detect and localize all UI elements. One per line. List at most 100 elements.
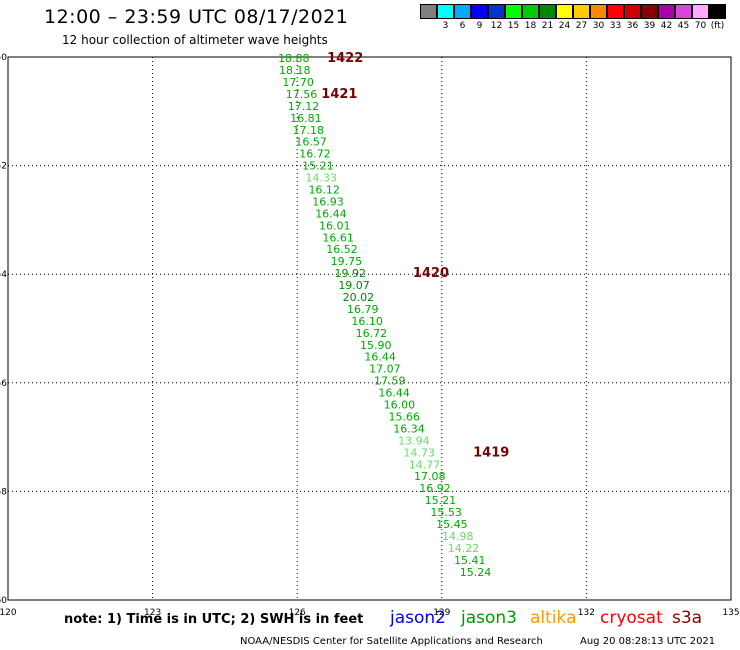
wave-height-point: 15.24	[460, 566, 492, 579]
legend-swatch	[641, 4, 658, 19]
wave-height-point: 16.81	[290, 112, 322, 125]
legend-swatch-label: 42	[660, 21, 673, 31]
legend-swatch-label: 45	[677, 21, 690, 31]
wave-height-point: 15.41	[454, 554, 486, 567]
wave-height-point: 14.33	[306, 172, 338, 185]
legend-swatch	[556, 4, 573, 19]
wave-height-point: 17.08	[414, 470, 446, 483]
units-note: note: 1) Time is in UTC; 2) SWH is in fe…	[64, 612, 364, 627]
y-tick-label: -50	[0, 53, 7, 63]
legend-swatch	[420, 4, 437, 19]
wave-height-point: 19.07	[338, 279, 370, 292]
legend-swatch	[692, 4, 709, 19]
legend-swatch-label: 12	[490, 21, 503, 31]
wave-height-point: 20.02	[343, 291, 375, 304]
legend-swatch-label: 18	[524, 21, 537, 31]
wave-height-point: 16.79	[347, 303, 379, 316]
x-tick-label: 132	[578, 608, 595, 618]
legend-swatch-label: 21	[541, 21, 554, 31]
wave-height-point: 17.07	[369, 363, 401, 376]
plot-frame	[7, 56, 732, 601]
wave-height-point: 13.94	[398, 434, 430, 447]
legend-swatch	[590, 4, 607, 19]
legend-swatch-label: 6	[459, 21, 466, 31]
legend-swatch	[675, 4, 692, 19]
legend-swatch-label: 36	[626, 21, 639, 31]
x-tick-label: 123	[144, 608, 161, 618]
legend-swatch-label: 15	[507, 21, 520, 31]
legend-swatch	[437, 4, 454, 19]
wave-height-point: 16.93	[312, 195, 344, 208]
y-tick-label: -60	[0, 596, 7, 606]
legend-swatch-label: (ft)	[710, 21, 725, 31]
satellite-s3a: s3a	[672, 608, 703, 628]
y-tick-label: -52	[0, 162, 7, 172]
footer-timestamp: Aug 20 08:28:13 UTC 2021	[580, 636, 716, 647]
legend-swatch-label: 3	[442, 21, 449, 31]
wave-height-point: 16.44	[378, 387, 410, 400]
wave-height-point: 15.21	[302, 160, 334, 173]
y-tick-label: -54	[0, 270, 7, 280]
pass-time-label: 1422	[327, 51, 363, 66]
color-legend: 3 6 9 12 15 18 21 24 27 30 33 36 39 42 45 70 (ft)	[420, 4, 727, 37]
pass-time-label: 1421	[321, 87, 357, 102]
wave-height-point: 16.12	[308, 183, 340, 196]
wave-height-point: 15.66	[388, 410, 420, 423]
wave-height-point: 16.01	[319, 219, 351, 232]
legend-swatch-label: 70	[694, 21, 707, 31]
legend-swatch-label: 39	[643, 21, 656, 31]
wave-height-point: 16.52	[326, 243, 358, 256]
wave-height-point: 14.22	[448, 542, 480, 555]
wave-height-point: 15.90	[360, 339, 392, 352]
wave-height-point: 17.56	[286, 88, 318, 101]
wave-height-point: 16.34	[393, 422, 425, 435]
legend-swatch	[709, 4, 726, 19]
wave-height-point: 16.44	[315, 207, 347, 220]
legend-swatch	[471, 4, 488, 19]
wave-height-point: 16.00	[384, 399, 416, 412]
wave-height-point: 14.77	[409, 458, 441, 471]
legend-swatch	[573, 4, 590, 19]
x-tick-label: 129	[433, 608, 450, 618]
wave-height-point: 16.72	[356, 327, 388, 340]
wave-height-point: 17.70	[282, 76, 314, 89]
legend-swatch-label: 9	[476, 21, 483, 31]
wave-height-point: 17.18	[293, 124, 325, 137]
wave-height-point: 17.59	[374, 375, 406, 388]
pass-time-label: 1419	[473, 445, 509, 460]
legend-swatch	[505, 4, 522, 19]
legend-swatch	[607, 4, 624, 19]
x-tick-label: 126	[289, 608, 306, 618]
wave-height-point: 14.98	[442, 530, 474, 543]
legend-swatch	[658, 4, 675, 19]
satellite-jason3: jason3	[461, 608, 517, 628]
legend-swatch-label: 27	[575, 21, 588, 31]
wave-height-point: 15.21	[425, 494, 457, 507]
wave-height-point: 16.72	[299, 148, 331, 161]
chart-title: 12:00 – 23:59 UTC 08/17/2021	[44, 6, 349, 28]
wave-height-point: 18.18	[279, 64, 311, 77]
legend-swatch	[522, 4, 539, 19]
wave-height-point: 15.53	[430, 506, 462, 519]
wave-height-point: 18.88	[278, 52, 310, 65]
legend-swatch-label: 30	[592, 21, 605, 31]
wave-height-point: 14.73	[403, 446, 435, 459]
wave-height-point: 17.12	[288, 100, 320, 113]
satellite-cryosat: cryosat	[600, 608, 663, 628]
satellite-jason2: jason2	[390, 608, 446, 628]
legend-swatch	[624, 4, 641, 19]
x-tick-label: 135	[722, 608, 739, 618]
pass-time-label: 1420	[413, 266, 449, 281]
wave-height-point: 19.75	[331, 255, 363, 268]
legend-swatch-label: 33	[609, 21, 622, 31]
y-tick-label: -56	[0, 379, 7, 389]
satellite-altika: altika	[530, 608, 577, 628]
wave-height-point: 16.61	[322, 231, 354, 244]
legend-swatch	[539, 4, 556, 19]
legend-swatch	[454, 4, 471, 19]
legend-swatch-label: 24	[558, 21, 571, 31]
legend-swatch	[488, 4, 505, 19]
wave-height-point: 16.92	[419, 482, 451, 495]
chart-subtitle: 12 hour collection of altimeter wave hei…	[62, 33, 328, 47]
